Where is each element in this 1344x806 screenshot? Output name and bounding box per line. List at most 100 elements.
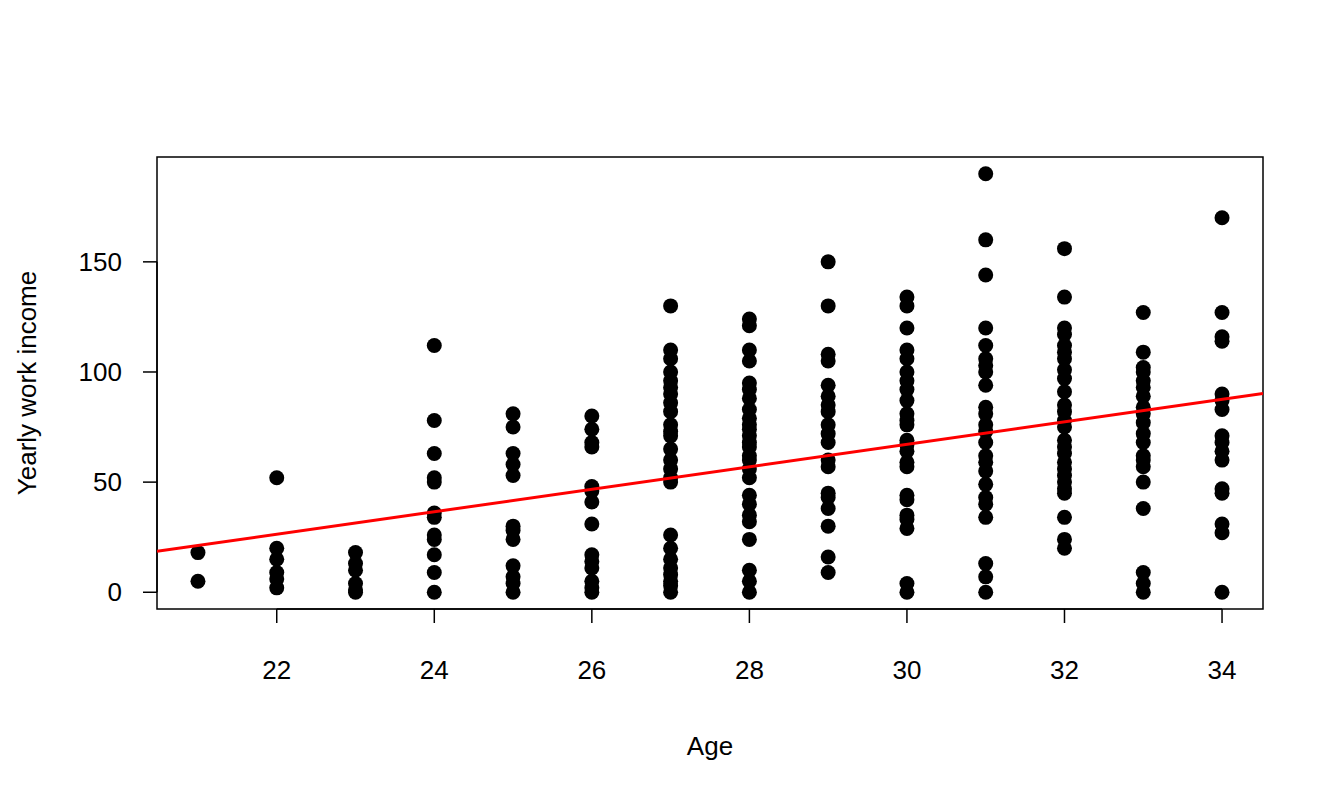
scatter-point xyxy=(1057,241,1072,256)
scatter-point xyxy=(584,439,599,454)
scatter-point xyxy=(821,519,836,534)
scatter-point xyxy=(899,521,914,536)
scatter-point xyxy=(978,232,993,247)
scatter-point xyxy=(742,532,757,547)
scatter-point xyxy=(584,422,599,437)
scatter-point xyxy=(427,338,442,353)
scatter-point xyxy=(1136,475,1151,490)
scatter-point xyxy=(427,475,442,490)
x-tick xyxy=(906,609,908,623)
scatter-point xyxy=(663,404,678,419)
scatter-point xyxy=(506,532,521,547)
x-tick xyxy=(591,609,593,623)
scatter-point xyxy=(1215,585,1230,600)
scatter-point xyxy=(427,585,442,600)
x-tick-label: 26 xyxy=(577,655,606,685)
scatter-point xyxy=(348,585,363,600)
y-tick-label: 50 xyxy=(93,467,122,497)
scatter-point xyxy=(1136,585,1151,600)
scatter-point xyxy=(899,393,914,408)
scatter-point xyxy=(978,378,993,393)
scatter-point xyxy=(821,435,836,450)
x-tick xyxy=(749,609,751,623)
scatter-point xyxy=(1057,510,1072,525)
scatter-point xyxy=(584,585,599,600)
scatter-point xyxy=(978,556,993,571)
scatter-point xyxy=(1057,384,1072,399)
scatter-point xyxy=(978,338,993,353)
x-tick-label: 28 xyxy=(735,655,764,685)
scatter-point xyxy=(978,569,993,584)
scatter-point xyxy=(1057,371,1072,386)
scatter-point xyxy=(899,459,914,474)
y-tick-label: 0 xyxy=(108,577,122,607)
scatter-point xyxy=(1215,453,1230,468)
scatter-point xyxy=(1057,290,1072,305)
x-tick-label: 22 xyxy=(262,655,291,685)
scatter-point xyxy=(663,527,678,542)
scatter-point xyxy=(899,417,914,432)
scatter-point xyxy=(742,353,757,368)
scatter-point xyxy=(1215,402,1230,417)
scatter-point xyxy=(978,497,993,512)
scatter-point xyxy=(584,409,599,424)
scatter-point xyxy=(348,563,363,578)
scatter-point xyxy=(584,516,599,531)
x-tick xyxy=(276,609,278,623)
scatter-point xyxy=(899,320,914,335)
x-tick xyxy=(1064,609,1066,623)
scatter-point xyxy=(899,351,914,366)
scatter-point xyxy=(978,510,993,525)
scatter-point xyxy=(821,550,836,565)
scatter-point xyxy=(1215,525,1230,540)
scatter-point xyxy=(269,580,284,595)
plot-frame xyxy=(157,157,1263,609)
scatter-point xyxy=(742,470,757,485)
chart: 22242628303234050100150AgeYearly work in… xyxy=(0,0,1344,806)
y-tick xyxy=(143,592,157,594)
scatter-point xyxy=(899,492,914,507)
scatter-point xyxy=(506,585,521,600)
y-tick-label: 150 xyxy=(79,247,122,277)
scatter-point xyxy=(742,514,757,529)
scatter-point xyxy=(821,565,836,580)
scatter-point xyxy=(663,428,678,443)
scatter-point xyxy=(269,552,284,567)
scatter-point xyxy=(978,435,993,450)
scatter-point xyxy=(584,494,599,509)
scatter-point xyxy=(269,470,284,485)
scatter-point xyxy=(978,364,993,379)
scatter-point xyxy=(821,404,836,419)
y-tick xyxy=(143,261,157,263)
scatter-point xyxy=(821,254,836,269)
scatter-point xyxy=(427,547,442,562)
scatter-point xyxy=(821,501,836,516)
plot-data xyxy=(157,166,1263,600)
scatter-point xyxy=(821,353,836,368)
y-axis-label: Yearly work income xyxy=(12,271,42,495)
x-tick xyxy=(1221,609,1223,623)
scatter-point xyxy=(742,318,757,333)
scatter-point xyxy=(1215,486,1230,501)
scatter-point xyxy=(427,413,442,428)
scatter-point xyxy=(190,574,205,589)
x-tick-label: 34 xyxy=(1208,655,1237,685)
scatter-point xyxy=(427,446,442,461)
y-tick xyxy=(143,371,157,373)
scatter-point xyxy=(821,298,836,313)
scatter-point xyxy=(899,298,914,313)
scatter-point xyxy=(1136,435,1151,450)
scatter-point xyxy=(978,166,993,181)
scatter-point xyxy=(742,585,757,600)
scatter-point xyxy=(663,585,678,600)
scatter-point xyxy=(1215,305,1230,320)
scatter-point xyxy=(1215,210,1230,225)
x-axis-label: Age xyxy=(687,731,733,761)
scatter-point xyxy=(978,464,993,479)
scatter-point xyxy=(821,459,836,474)
scatter-point xyxy=(1057,486,1072,501)
fit-line xyxy=(157,394,1263,552)
scatter-point xyxy=(1136,501,1151,516)
scatter-point xyxy=(584,561,599,576)
scatter-point xyxy=(978,320,993,335)
